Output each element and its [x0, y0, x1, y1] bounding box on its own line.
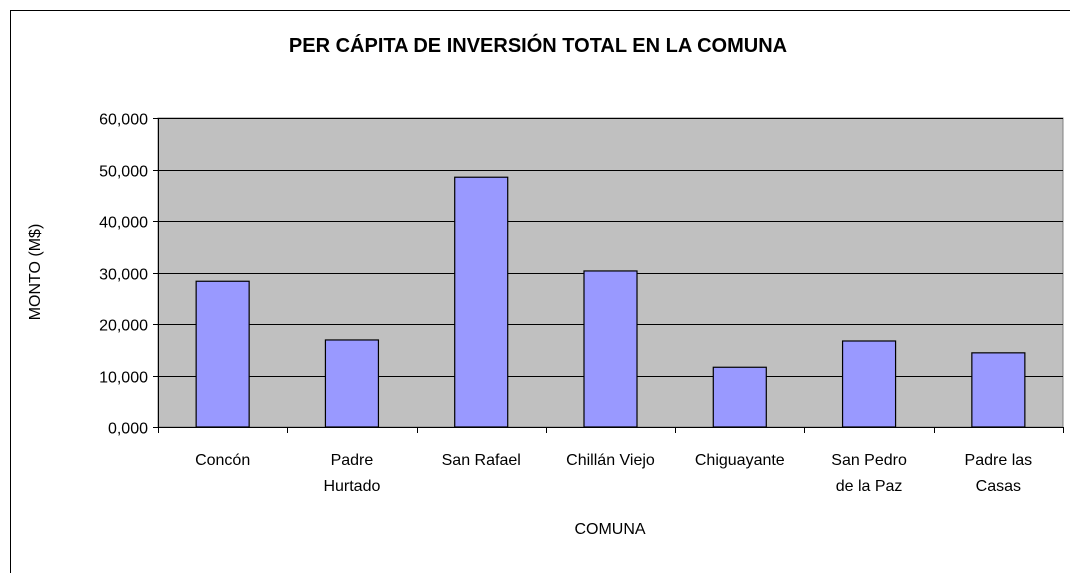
- y-tick-label: 60,000: [99, 112, 148, 129]
- x-tick-label: Padre las Casas: [965, 452, 1033, 495]
- x-tick-label: Concón: [195, 452, 250, 469]
- x-tick-label: San Rafael: [442, 452, 521, 469]
- y-tick-label: 10,000: [99, 370, 148, 387]
- x-tick-label: Chiguayante: [695, 452, 785, 469]
- bar: [971, 352, 1026, 428]
- y-tick-label: 30,000: [99, 267, 148, 284]
- chart-title: PER CÁPITA DE INVERSIÓN TOTAL EN LA COMU…: [289, 33, 787, 57]
- y-axis-label: MONTO (M$): [27, 224, 44, 321]
- x-tick-label: San Pedro de la Paz: [831, 452, 907, 495]
- bar: [324, 339, 380, 428]
- y-tick-label: 40,000: [99, 215, 148, 232]
- y-tick-label: 0,000: [108, 421, 148, 438]
- bar: [712, 366, 767, 428]
- x-axis-label: COMUNA: [574, 521, 645, 538]
- bar: [841, 340, 897, 428]
- bar: [583, 270, 638, 428]
- y-tick-label: 50,000: [99, 164, 148, 181]
- bar: [195, 280, 250, 428]
- bar: [454, 176, 509, 428]
- x-tick-label: Chillán Viejo: [566, 452, 655, 469]
- x-tick-label: Padre Hurtado: [323, 452, 380, 495]
- y-tick-label: 20,000: [99, 318, 148, 335]
